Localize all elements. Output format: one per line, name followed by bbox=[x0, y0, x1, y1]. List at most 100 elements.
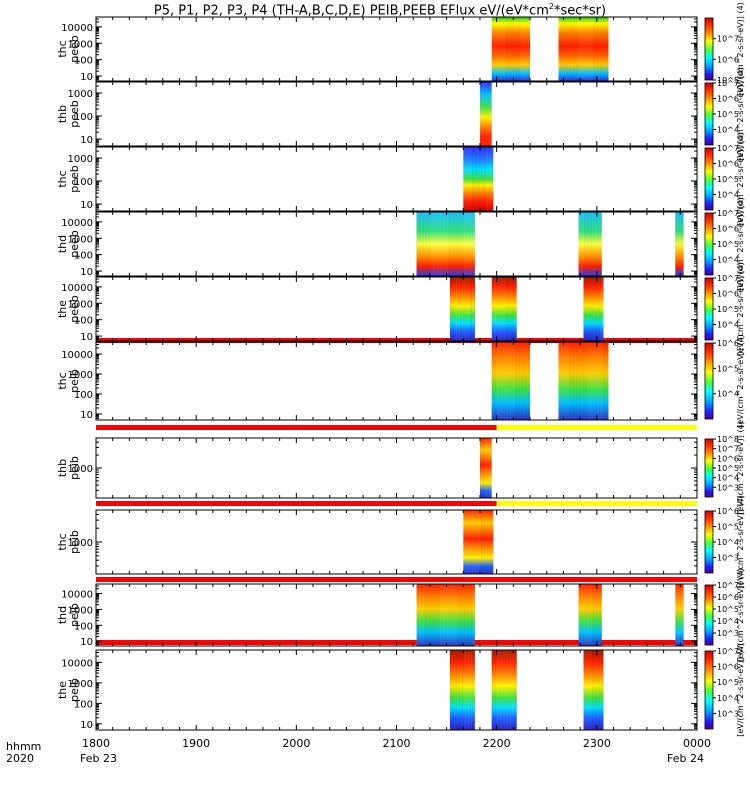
spectrogram-streak bbox=[467, 277, 469, 341]
spectrogram-streak bbox=[446, 584, 448, 646]
spectrogram-streak bbox=[422, 584, 424, 646]
y-tick-label: 100 bbox=[74, 390, 93, 401]
spectrogram-streak bbox=[503, 342, 505, 420]
spectrogram-streak bbox=[585, 342, 587, 420]
colorbar-tick-label: 10^7 bbox=[717, 274, 739, 283]
spectrogram-streak bbox=[464, 650, 466, 730]
colorbar-label: [eV/(cm^2-s-sr-eV)] (4) bbox=[736, 262, 745, 356]
spectrogram-streak bbox=[428, 212, 430, 276]
spectrogram-streak bbox=[497, 650, 499, 730]
spectrogram-streak bbox=[592, 277, 594, 341]
spectrogram-streak bbox=[589, 277, 591, 341]
spectrogram-streak bbox=[576, 342, 578, 420]
spectrogram-streak bbox=[512, 342, 514, 420]
spectrogram-streak bbox=[463, 510, 465, 574]
spectrogram-streak bbox=[561, 17, 563, 81]
y-tick-label: 10000 bbox=[61, 218, 93, 229]
colorbar-tick-label: 10^4 bbox=[717, 538, 739, 547]
spectrogram-streak bbox=[595, 650, 597, 730]
x-tick-label: 1900 bbox=[182, 737, 210, 750]
spectrogram-streak bbox=[494, 342, 496, 420]
spectrogram-streak bbox=[497, 342, 499, 420]
panel-frame bbox=[95, 437, 698, 499]
spectrogram-streak bbox=[500, 17, 502, 81]
colorbar-tick-label: 10^5 bbox=[717, 678, 739, 687]
panel-label-probe: thc bbox=[56, 533, 69, 550]
spectrogram-streak bbox=[458, 584, 460, 646]
spectrogram-block bbox=[491, 277, 517, 341]
flag-bar-red bbox=[96, 577, 697, 582]
spectrogram-streak bbox=[675, 212, 677, 276]
spectrogram-streak bbox=[509, 650, 511, 730]
y-tick-label: 10000 bbox=[61, 350, 93, 361]
x-tick-label: 0000 bbox=[683, 737, 711, 750]
spectrogram-block bbox=[491, 17, 531, 81]
spectrogram-streak bbox=[493, 510, 495, 574]
spectrogram-streak bbox=[591, 17, 593, 81]
spectrogram-streak bbox=[473, 584, 475, 646]
spectrogram-streak bbox=[503, 650, 505, 730]
spectrogram-streak bbox=[479, 82, 481, 146]
colorbar-tick-label: 10^4 bbox=[717, 321, 739, 330]
panel-frame bbox=[95, 146, 698, 212]
spectrogram-streak bbox=[509, 342, 511, 420]
spectrogram-streak bbox=[573, 17, 575, 81]
spectrogram-streak bbox=[458, 650, 460, 730]
y-tick-label: 10000 bbox=[61, 590, 93, 601]
spectrogram-streak bbox=[515, 17, 517, 81]
spectrogram-streak bbox=[416, 584, 418, 646]
spectrogram-streak bbox=[481, 510, 483, 574]
colorbar-tick-label: 10^3 bbox=[717, 554, 739, 563]
panel-label-product: peeb bbox=[68, 230, 81, 258]
panel-label-probe: thc bbox=[56, 40, 69, 57]
colorbar-tick-label: 10^7 bbox=[717, 35, 739, 44]
spectrogram-streak bbox=[603, 17, 605, 81]
colorbar-tick-label: 10^4 bbox=[717, 694, 739, 703]
colorbar bbox=[704, 438, 714, 498]
spectrogram-streak bbox=[506, 650, 508, 730]
panel-label-probe: the bbox=[56, 681, 69, 699]
spectrogram-streak bbox=[470, 650, 472, 730]
spectrogram-block bbox=[463, 510, 494, 574]
spectrogram-streak bbox=[464, 584, 466, 646]
colorbar bbox=[704, 82, 714, 146]
x-tick-label: 2000 bbox=[282, 737, 310, 750]
panel-frame bbox=[95, 509, 698, 575]
spectrogram-streak bbox=[561, 342, 563, 420]
spectrogram-streak bbox=[585, 17, 587, 81]
spectrogram-streak bbox=[681, 212, 683, 276]
spectrogram-streak bbox=[583, 277, 585, 341]
y-tick-label: 1000 bbox=[68, 605, 93, 616]
spectrogram-streak bbox=[490, 147, 492, 211]
colorbar-tick-label: 10^5 bbox=[717, 240, 739, 249]
spectrogram-streak bbox=[606, 342, 608, 420]
spectrogram-streak bbox=[449, 277, 451, 341]
spectrogram-streak bbox=[475, 510, 477, 574]
spectrogram-streak bbox=[475, 147, 477, 211]
spectrogram-streak bbox=[472, 510, 474, 574]
spectrogram-block bbox=[479, 82, 492, 146]
spectrogram-streak bbox=[596, 212, 598, 276]
spectrogram-block bbox=[416, 584, 475, 646]
y-tick-label: 10 bbox=[80, 200, 93, 211]
spectrogram-streak bbox=[452, 650, 454, 730]
spectrogram-block bbox=[578, 584, 602, 646]
spectrogram-streak bbox=[581, 212, 583, 276]
y-tick-label: 1000 bbox=[68, 234, 93, 245]
spectrogram-streak bbox=[506, 277, 508, 341]
spectrogram-streak bbox=[452, 584, 454, 646]
spectrogram-streak bbox=[473, 212, 475, 276]
colorbar bbox=[704, 650, 714, 730]
colorbar bbox=[704, 277, 714, 341]
panel-label-probe: thc bbox=[56, 170, 69, 187]
colorbar-tick-label: 10^6 bbox=[717, 507, 739, 516]
spectrogram-streak bbox=[449, 212, 451, 276]
panel-label-product: peeb bbox=[68, 100, 81, 128]
spectrogram-streak bbox=[593, 212, 595, 276]
colorbar-label: [eV/(cm^2-s-sr-eV)] (4) bbox=[736, 568, 745, 662]
colorbar-tick-label: 10^4 bbox=[717, 256, 739, 265]
colorbar-tick-label: 10^7 bbox=[717, 581, 739, 590]
spectrogram-streak bbox=[485, 82, 487, 146]
spectrogram-streak bbox=[601, 277, 603, 341]
spectrogram-streak bbox=[473, 277, 475, 341]
